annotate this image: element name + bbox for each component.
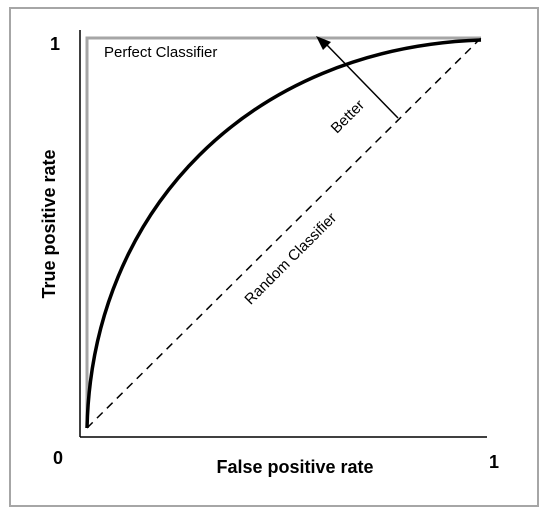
origin-label: 0 [53,448,63,468]
x-max-label: 1 [489,452,499,472]
better-arrow-head [316,36,331,50]
diagram-border [9,7,539,507]
y-axis-title: True positive rate [39,149,59,298]
roc-curve [85,38,482,429]
better-arrow-line [325,43,399,119]
y-max-label: 1 [50,34,60,54]
perfect-classifier-label: Perfect Classifier [104,44,217,61]
perfect-classifier-line [85,36,481,428]
x-axis-title: False positive rate [216,457,373,477]
